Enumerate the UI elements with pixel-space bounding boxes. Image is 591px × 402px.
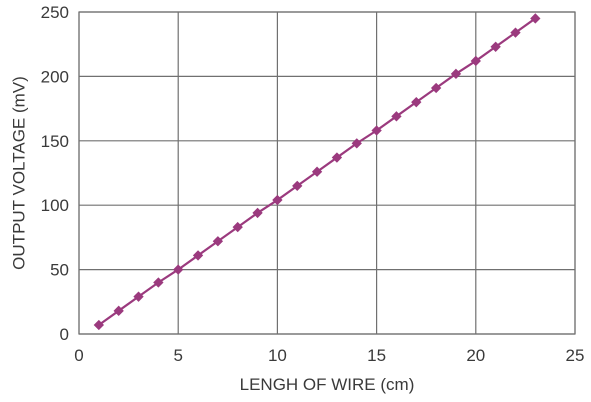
x-tick-label: 15 — [367, 346, 386, 365]
y-tick-label: 200 — [41, 67, 69, 86]
data-point — [510, 27, 521, 38]
data-point — [252, 207, 263, 219]
data-point — [530, 13, 541, 24]
x-tick-label: 10 — [268, 346, 287, 365]
data-point — [430, 82, 442, 94]
data-point — [272, 194, 283, 206]
y-tick-label: 0 — [60, 325, 69, 344]
y-tick-label: 100 — [41, 196, 69, 215]
x-axis-title: LENGH OF WIRE (cm) — [240, 375, 415, 394]
plot-frame — [78, 11, 576, 335]
y-tick-label: 250 — [41, 3, 69, 22]
y-tick-label: 150 — [41, 132, 69, 151]
data-point — [371, 125, 382, 136]
y-tick-label: 50 — [50, 261, 69, 280]
data-point — [351, 138, 362, 149]
x-tick-label: 20 — [466, 346, 485, 365]
series — [93, 13, 541, 331]
data-point — [411, 96, 422, 108]
data-point — [470, 55, 481, 67]
data-point — [232, 221, 243, 233]
data-point — [391, 111, 402, 122]
data-point — [93, 319, 105, 331]
data-point — [133, 291, 144, 302]
data-point — [173, 264, 184, 275]
data-point — [450, 68, 462, 79]
data-point — [113, 305, 124, 316]
x-tick-label: 25 — [566, 346, 585, 365]
data-point — [331, 152, 343, 163]
y-axis-title: OUTPUT VOLTAGE (mV) — [10, 76, 29, 270]
x-tick-label: 5 — [173, 346, 182, 365]
data-point — [212, 236, 224, 247]
data-point — [490, 41, 501, 52]
data-point — [292, 180, 303, 192]
data-point — [192, 250, 204, 261]
data-point — [153, 277, 164, 288]
x-tick-label: 0 — [74, 346, 83, 365]
data-point — [311, 166, 323, 177]
